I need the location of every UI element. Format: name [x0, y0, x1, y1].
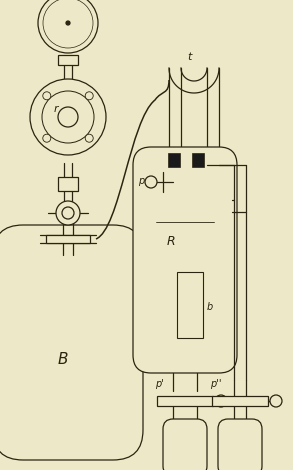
Circle shape — [56, 201, 80, 225]
FancyBboxPatch shape — [133, 147, 237, 373]
FancyBboxPatch shape — [218, 419, 262, 470]
Text: R: R — [167, 235, 176, 248]
Text: b: b — [207, 302, 213, 312]
Circle shape — [270, 395, 282, 407]
Bar — [157, 396, 213, 406]
Text: r: r — [54, 104, 58, 114]
Circle shape — [43, 0, 93, 48]
Bar — [58, 177, 78, 191]
Bar — [192, 153, 204, 167]
Circle shape — [85, 92, 93, 100]
Circle shape — [145, 176, 157, 188]
Text: B: B — [58, 352, 68, 368]
Circle shape — [58, 107, 78, 127]
Text: p': p' — [155, 379, 164, 389]
FancyBboxPatch shape — [163, 419, 207, 470]
Text: p'': p'' — [210, 379, 222, 389]
Circle shape — [215, 395, 227, 407]
Circle shape — [66, 21, 70, 25]
Circle shape — [62, 207, 74, 219]
FancyBboxPatch shape — [0, 225, 143, 460]
Circle shape — [42, 91, 94, 143]
Bar — [58, 55, 78, 65]
Text: t: t — [187, 52, 191, 62]
Bar — [177, 272, 203, 338]
Circle shape — [43, 134, 51, 142]
Circle shape — [85, 134, 93, 142]
Text: p: p — [138, 176, 144, 186]
Circle shape — [38, 0, 98, 53]
Bar — [168, 153, 180, 167]
Circle shape — [43, 92, 51, 100]
Bar — [212, 396, 268, 406]
Circle shape — [30, 79, 106, 155]
Bar — [46, 235, 90, 243]
